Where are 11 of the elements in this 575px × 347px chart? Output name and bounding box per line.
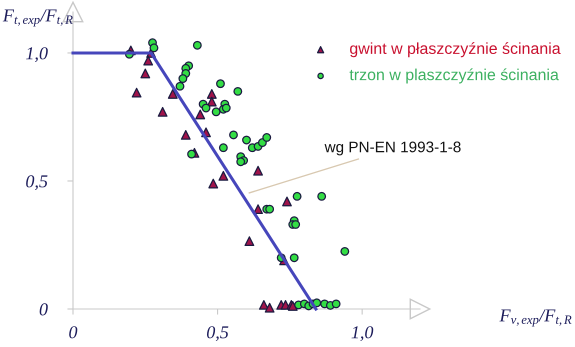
- x-tick-label: 1,0: [352, 326, 374, 341]
- y-tick-label: 0,5: [26, 175, 48, 190]
- y-tick-label: 0: [40, 303, 48, 316]
- x-tick-label: 0,5: [206, 326, 228, 341]
- legend-label: trzon w plaszczyźnie ścinania: [350, 68, 559, 84]
- legend-label: gwint w płaszczyźnie ścinania: [350, 42, 561, 58]
- y-axis-title: F$_{t,exp}$/F$_{t,R}$: [2, 9, 73, 27]
- annotation: wg PN-EN 1993-1-8: [324, 142, 461, 156]
- x-tick-label: 0: [69, 326, 78, 338]
- y-tick-label: 1,0: [26, 47, 48, 62]
- x-axis-title: F$_{v,exp}$/F$_{t,R}$: [499, 309, 572, 327]
